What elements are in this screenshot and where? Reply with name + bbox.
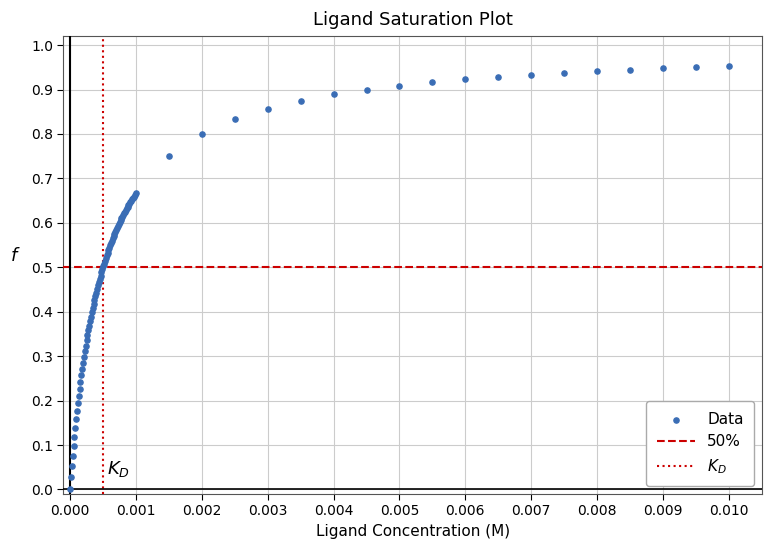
Legend: Data, 50%, $K_D$: Data, 50%, $K_D$ [646, 401, 754, 486]
Data [87, 304, 99, 312]
Data [90, 288, 102, 297]
Data [229, 115, 241, 124]
Text: $K_D$: $K_D$ [107, 459, 130, 479]
Data [87, 300, 100, 309]
Data [126, 195, 138, 204]
Data [97, 262, 109, 271]
Data [82, 326, 94, 335]
Data [73, 384, 86, 393]
Data [100, 251, 113, 260]
Data [79, 347, 91, 356]
Data [101, 249, 114, 257]
Data [72, 399, 84, 408]
Data [162, 152, 175, 161]
Data [119, 207, 131, 216]
Data [113, 219, 125, 228]
Data [85, 312, 97, 321]
Data [624, 65, 636, 74]
Data [89, 292, 101, 301]
Data [108, 230, 121, 239]
Data [66, 452, 79, 460]
Data [99, 256, 111, 265]
Data [121, 204, 133, 213]
Data [96, 265, 108, 274]
Data [591, 67, 604, 76]
Data [73, 392, 85, 400]
Data [115, 214, 128, 223]
Y-axis label: f: f [11, 247, 18, 265]
Data [261, 104, 274, 113]
Data [657, 64, 669, 73]
X-axis label: Ligand Concentration (M): Ligand Concentration (M) [315, 524, 509, 539]
Data [71, 407, 83, 416]
Data [66, 462, 78, 471]
Data [65, 473, 77, 482]
Data [104, 241, 116, 250]
Data [106, 236, 118, 245]
Data [130, 189, 142, 197]
Data [121, 202, 134, 211]
Data [109, 228, 121, 236]
Data [93, 278, 105, 287]
Data [196, 130, 208, 139]
Data [107, 232, 120, 241]
Data [77, 359, 90, 367]
Data [360, 85, 373, 94]
Data [128, 192, 140, 201]
Data [723, 62, 735, 70]
Data [117, 211, 129, 219]
Data [84, 317, 97, 326]
Data [80, 336, 93, 345]
Data [94, 274, 106, 283]
Data [492, 73, 505, 81]
Data [111, 223, 124, 232]
Data [123, 199, 135, 208]
Data [105, 239, 117, 248]
Data [328, 90, 340, 99]
Data [103, 243, 115, 252]
Data [81, 331, 94, 340]
Data [67, 442, 80, 450]
Data [128, 191, 141, 200]
Data [118, 209, 131, 218]
Data [393, 81, 406, 90]
Data [95, 268, 107, 277]
Data [125, 196, 138, 205]
Data [94, 271, 107, 280]
Data [127, 194, 139, 202]
Data [78, 353, 90, 361]
Data [558, 69, 570, 78]
Data [120, 206, 132, 214]
Data [98, 259, 111, 268]
Data [114, 216, 127, 225]
Data [64, 484, 77, 493]
Data [124, 198, 136, 207]
Data [83, 321, 95, 330]
Data [70, 415, 82, 424]
Data [102, 246, 114, 255]
Data [88, 296, 100, 305]
Title: Ligand Saturation Plot: Ligand Saturation Plot [313, 11, 512, 29]
Data [80, 342, 92, 350]
Data [86, 308, 98, 317]
Data [107, 234, 119, 243]
Data [91, 284, 104, 293]
Data [68, 432, 80, 441]
Data [92, 281, 104, 290]
Data [74, 377, 87, 386]
Data [295, 96, 307, 105]
Data [100, 254, 112, 262]
Data [116, 212, 128, 221]
Data [75, 371, 87, 380]
Data [690, 63, 702, 72]
Data [459, 75, 472, 84]
Data [122, 201, 135, 210]
Data [525, 70, 537, 79]
Data [69, 424, 81, 432]
Data [110, 226, 122, 234]
Data [76, 365, 88, 373]
Data [426, 78, 438, 86]
Data [114, 218, 126, 227]
Data [112, 222, 124, 230]
